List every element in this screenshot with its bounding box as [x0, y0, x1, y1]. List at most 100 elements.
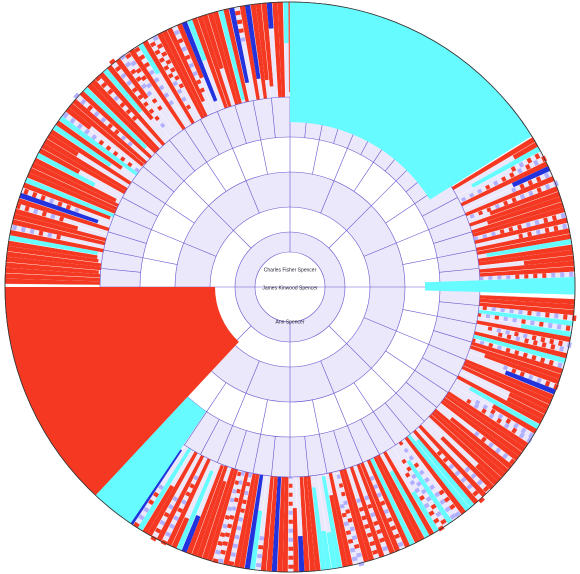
ancestor-sector [410, 490, 439, 533]
ancestor-sector [518, 309, 523, 315]
ancestor-sector [250, 4, 268, 102]
ancestor-sector [192, 17, 237, 134]
ring-divider [206, 382, 227, 412]
ring-divider [385, 203, 415, 224]
ancestor-sector [560, 212, 566, 219]
ancestor-sector [49, 129, 132, 185]
ancestor-sector [172, 496, 179, 502]
ring-divider [395, 392, 425, 422]
ancestor-sector [288, 564, 294, 569]
ancestor-sector [288, 492, 293, 497]
ancestor-sector [130, 68, 137, 75]
ancestor-sector [249, 510, 263, 570]
ancestor-sector [487, 196, 562, 225]
ancestor-sector [535, 229, 541, 235]
ancestor-sector [511, 427, 518, 434]
ancestor-sector [491, 307, 496, 312]
ancestor-sector [221, 523, 228, 529]
ring-divider [271, 436, 276, 477]
ancestor-sector [76, 122, 84, 130]
ancestor-sector [38, 230, 44, 237]
child-name: Ann Spencer [276, 319, 305, 325]
fan-layers [4, 1, 577, 573]
ancestor-sector [434, 491, 441, 498]
ancestor-sector [449, 417, 513, 470]
ancestor-sector [58, 216, 65, 222]
ring-divider [183, 180, 209, 206]
ancestor-sector [255, 3, 269, 81]
ancestor-sector [502, 365, 509, 371]
ancestor-sector [228, 7, 250, 84]
ancestor-sector [477, 210, 484, 216]
ancestor-sector [233, 497, 239, 503]
ring-divider [271, 97, 276, 138]
ancestor-sector [398, 422, 471, 512]
ancestor-sector [517, 224, 523, 230]
ancestor-sector [503, 422, 510, 429]
ancestor-sector [202, 14, 224, 70]
ancestor-sector [493, 180, 499, 187]
ancestor-sector [191, 445, 235, 557]
ancestor-sector [140, 75, 148, 82]
ancestor-sector [473, 236, 479, 241]
ancestor-sector [73, 92, 80, 100]
ancestor-sector [142, 484, 175, 534]
ancestor-sector [562, 314, 568, 321]
ancestor-sector [142, 40, 208, 147]
ancestor-sector [554, 313, 559, 319]
ancestor-sector [548, 359, 554, 366]
ancestor-wedge [5, 287, 239, 496]
ring-divider [439, 268, 480, 273]
ring-divider [346, 343, 372, 369]
ancestor-sector [556, 324, 562, 330]
ancestor-sector [479, 340, 485, 346]
ancestor-sector [349, 443, 395, 554]
ancestor-sector [236, 488, 241, 494]
ancestor-sector [127, 161, 133, 168]
ancestor-sector [526, 157, 533, 164]
ancestor-sector [173, 29, 181, 36]
ring-divider [433, 330, 472, 343]
ancestor-sector [519, 371, 526, 378]
ancestor-sector [478, 496, 485, 504]
ancestor-sector [138, 54, 146, 61]
ancestor-sector [302, 471, 316, 572]
ring-divider [217, 425, 233, 463]
ancestor-sector [233, 462, 259, 568]
ancestor-sector [363, 523, 370, 530]
ancestor-sector [156, 452, 206, 542]
ancestor-sector [464, 201, 564, 236]
generation-ring [290, 232, 346, 342]
ancestor-sector [84, 128, 91, 135]
ancestor-sector [196, 79, 202, 85]
ancestor-sector [161, 51, 168, 58]
ancestor-sector [154, 49, 161, 56]
ancestor-sector [133, 46, 141, 53]
ring-divider [428, 214, 466, 230]
ancestor-sector [156, 43, 164, 50]
ring-divider [184, 128, 207, 163]
ring-divider [328, 325, 347, 344]
ancestor-sector [536, 377, 542, 384]
ancestor-sector [544, 227, 550, 234]
ancestor-sector [366, 532, 373, 538]
ancestor-sector [471, 146, 541, 188]
ancestor-sector [260, 450, 277, 572]
ancestor-sector [511, 186, 517, 193]
ancestor-sector [496, 345, 502, 351]
ring-divider [108, 231, 147, 244]
ancestor-sector [349, 547, 356, 553]
ancestor-sector [154, 527, 162, 534]
ancestor-sector [240, 471, 246, 477]
ancestor-sector [485, 314, 491, 319]
ancestor-sector [336, 474, 342, 480]
ancestor-sector [261, 2, 274, 87]
parent-name: James Kinwood Spencer [262, 285, 318, 291]
ancestor-sector [340, 491, 346, 497]
ancestor-sector [472, 490, 479, 497]
ring-divider [414, 370, 449, 393]
ancestor-sector [68, 103, 145, 167]
ancestor-sector [418, 494, 426, 501]
ancestor-sector [20, 226, 26, 233]
